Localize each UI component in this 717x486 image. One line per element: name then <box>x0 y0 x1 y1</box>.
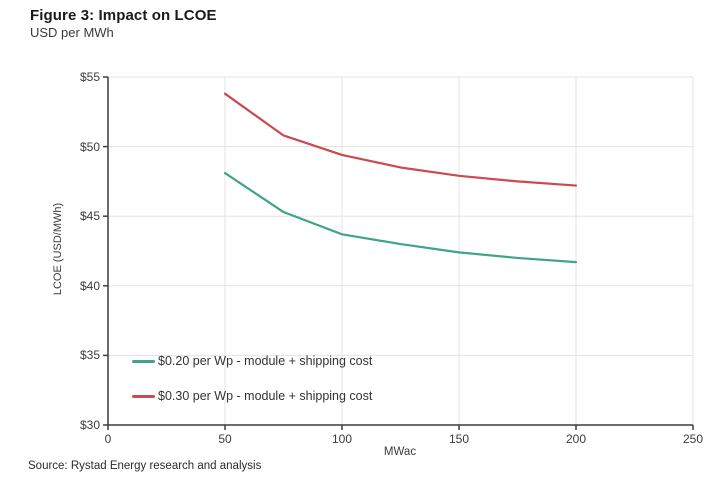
y-tick-label: $35 <box>79 348 100 363</box>
x-tick-label: 150 <box>448 432 470 446</box>
y-tick-label: $50 <box>79 139 100 154</box>
series-line-0 <box>223 171 578 264</box>
source-note: Source: Rystad Energy research and analy… <box>28 460 262 472</box>
series-line-1 <box>223 92 578 187</box>
x-tick-label: 200 <box>565 432 587 446</box>
x-tick-label: 50 <box>218 432 232 446</box>
legend-item-030wp: $0.30 per Wp - module + shipping cost <box>132 388 372 404</box>
legend-label: $0.30 per Wp - module + shipping cost <box>158 389 373 403</box>
figure-title: Figure 3: Impact on LCOE <box>30 7 217 24</box>
chart-legend: $0.20 per Wp - module + shipping cost $0… <box>132 353 372 404</box>
x-axis-title: MWac <box>383 446 417 458</box>
legend-label: $0.20 per Wp - module + shipping cost <box>158 354 373 368</box>
y-tick-label: $45 <box>79 209 100 224</box>
y-tick-label: $55 <box>79 70 100 84</box>
x-tick-label: 100 <box>331 432 353 446</box>
legend-line-swatch-red <box>132 394 155 398</box>
y-tick-label: $30 <box>79 418 100 432</box>
y-axis-title: LCOE (USD/MWh) <box>52 202 64 296</box>
y-tick-label: $40 <box>79 278 100 293</box>
x-tick-label: 250 <box>682 432 704 446</box>
legend-item-020wp: $0.20 per Wp - module + shipping cost <box>132 353 372 369</box>
figure-subtitle: USD per MWh <box>30 25 114 40</box>
legend-line-swatch-green <box>132 359 155 363</box>
x-tick-label: 0 <box>104 432 112 446</box>
